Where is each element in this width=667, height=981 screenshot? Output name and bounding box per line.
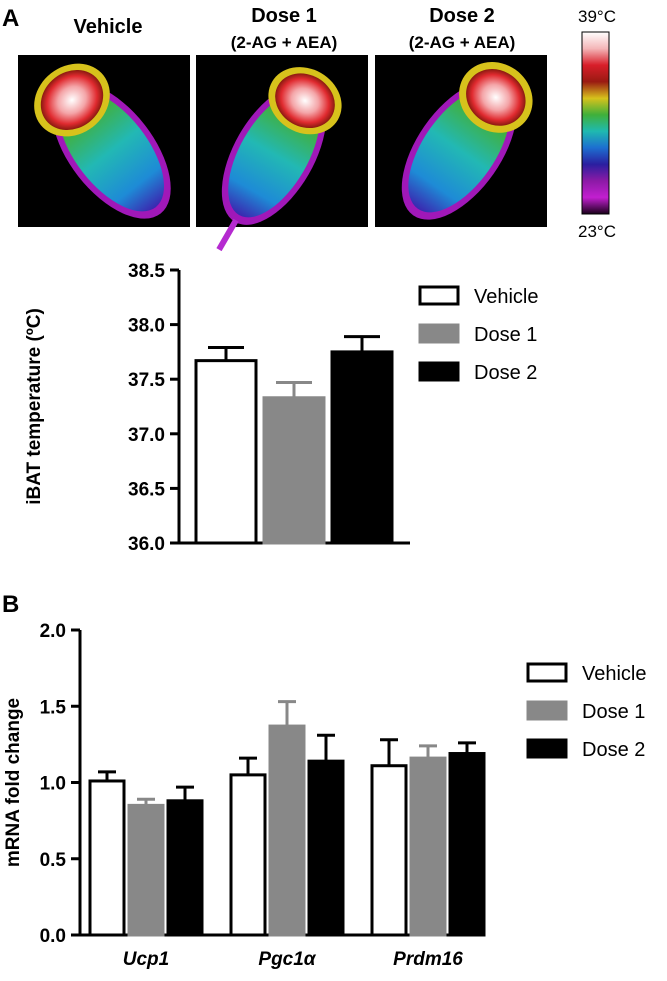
legend-label: Dose 2: [474, 362, 537, 384]
y-axis-label: iBAT temperature (ºC): [24, 308, 45, 505]
bar: [166, 799, 204, 937]
bar: [127, 803, 165, 937]
bar: [88, 779, 126, 937]
thermal-panel-dose-1: Dose 1 (2-AG + AEA): [196, 5, 368, 252]
temperature-color-scale: 39°C 23°C: [578, 7, 616, 241]
bar: [194, 359, 258, 545]
legend-label: Dose 2: [582, 739, 645, 761]
legend-swatch: [526, 738, 568, 759]
bar: [448, 752, 486, 937]
legend-label: Dose 1: [474, 324, 537, 346]
legend-swatch: [526, 700, 568, 721]
scale-bar: [581, 31, 610, 215]
bar: [307, 759, 345, 937]
legend-label: Vehicle: [474, 286, 539, 308]
panel-b-letter: B: [2, 591, 19, 618]
y-axis-label: mRNA fold change: [3, 698, 24, 867]
y-tick-label: 1.5: [40, 697, 67, 718]
mrna-fold-change-chart: 0.0 0.5 1.0 1.5 2.0 mRNA fold change Ucp1 Pgc1α…: [3, 621, 647, 970]
thermal-panel-subtitle: (2-AG + AEA): [409, 33, 516, 52]
y-tick-label: 37.0: [128, 425, 165, 446]
y-tick-label: 36.0: [128, 534, 165, 555]
bar: [370, 764, 408, 937]
y-tick-label: 38.0: [128, 316, 165, 337]
legend-swatch: [418, 285, 460, 306]
mouse-thermal-silhouette: [34, 63, 171, 219]
thermal-panel-dose-2: Dose 2 (2-AG + AEA): [375, 5, 547, 227]
y-tick-label: 38.5: [128, 261, 165, 282]
y-tick-label: 36.5: [128, 479, 165, 500]
y-tick-label: 2.0: [40, 621, 66, 642]
bar: [229, 773, 267, 937]
legend-label: Dose 1: [582, 701, 645, 723]
bar: [409, 756, 447, 937]
y-tick-label: 1.0: [40, 774, 66, 795]
panel-a-letter: A: [2, 5, 19, 32]
legend-swatch: [418, 323, 460, 344]
scale-max-label: 39°C: [578, 7, 616, 26]
thermal-panel-subtitle: (2-AG + AEA): [231, 33, 338, 52]
x-tick-label: Pgc1α: [258, 949, 316, 970]
bar: [262, 396, 326, 545]
y-tick-label: 0.0: [40, 926, 66, 947]
thermal-panel-vehicle: Vehicle: [18, 16, 190, 227]
bar: [330, 350, 394, 545]
mouse-thermal-silhouette: [401, 62, 533, 220]
legend-label: Vehicle: [582, 663, 647, 685]
bar: [268, 724, 306, 937]
scale-min-label: 23°C: [578, 222, 616, 241]
thermal-panel-title: Vehicle: [74, 16, 143, 38]
mouse-thermal-silhouette: [216, 67, 342, 252]
legend-swatch: [418, 361, 460, 382]
x-tick-label: Prdm16: [393, 949, 463, 970]
x-tick-label: Ucp1: [123, 949, 169, 970]
y-tick-label: 37.5: [128, 370, 165, 391]
thermal-panel-title: Dose 1: [251, 5, 317, 27]
y-tick-label: 0.5: [40, 850, 67, 871]
legend-swatch: [526, 662, 568, 683]
ibat-temperature-chart: 36.0 36.5 37.0 37.5 38.0 38.5 iBAT temperature…: [24, 261, 539, 555]
thermal-panel-title: Dose 2: [429, 5, 495, 27]
